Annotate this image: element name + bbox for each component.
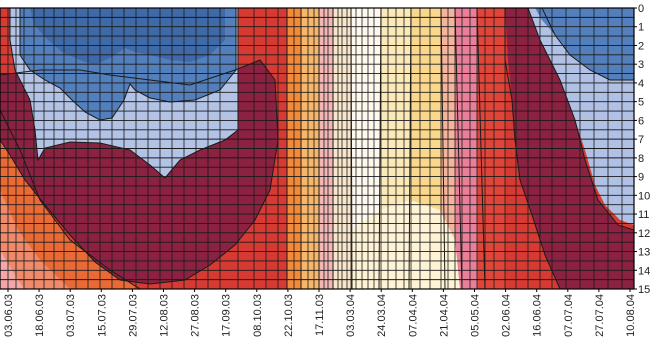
x-tick-label: 27.08.03 (190, 294, 202, 337)
contour-line-5 (286, 8, 561, 289)
y-tick-label: 8 (638, 153, 644, 165)
contour-line-7 (541, 8, 634, 81)
x-tick-label: 10.08.04 (625, 294, 637, 337)
y-tick-label: 2 (638, 40, 644, 52)
y-tick-label: 7 (638, 134, 644, 146)
contour-line-3 (0, 59, 279, 285)
x-tick-label: 03.03.04 (345, 294, 357, 337)
contour-right-darkblue (535, 8, 634, 80)
y-tick-label: 4 (638, 78, 644, 90)
x-tick-label: 17.09.03 (221, 294, 233, 337)
x-tick-label: 03.06.03 (3, 294, 15, 337)
contour-line-6 (527, 8, 634, 231)
y-tick-label: 14 (638, 265, 650, 277)
x-tick-label: 02.06.04 (501, 294, 513, 337)
y-tick-label: 9 (638, 172, 644, 184)
contour-line-1 (19, 8, 237, 121)
plot-frame (0, 7, 635, 290)
x-tick-label: 08.10.03 (252, 294, 264, 337)
x-tick-label: 18.06.03 (34, 294, 46, 337)
x-tick-label: 07.04.04 (407, 294, 419, 337)
x-axis: 03.06.03 18.06.03 03.07.03 15.07.03 29.07.03… (3, 289, 637, 337)
y-tick-label: 6 (638, 115, 644, 127)
y-tick-label: 0 (638, 3, 644, 15)
x-tick-label: 17.11.03 (314, 294, 326, 336)
x-tick-label: 27.07.04 (594, 294, 606, 337)
x-tick-label: 12.08.03 (159, 294, 171, 337)
y-tick-label: 12 (638, 228, 650, 240)
contour-line-4 (0, 109, 141, 289)
contour-left-pink (0, 190, 70, 289)
y-tick-label: 1 (638, 22, 644, 34)
x-tick-label: 05.05.04 (470, 294, 482, 337)
x-tick-label: 22.10.03 (283, 294, 295, 337)
y-tick-label: 15 (638, 284, 650, 296)
contour-lines (0, 8, 634, 289)
y-tick-label: 11 (638, 209, 649, 221)
y-tick-label: 10 (638, 190, 650, 202)
y-tick-label: 3 (638, 59, 644, 71)
contour-line-2 (9, 8, 239, 179)
contour-lower-cream (351, 200, 460, 289)
contour-left-orange (0, 110, 140, 289)
y-tick-label: 5 (638, 97, 644, 109)
x-tick-label: 29.07.03 (127, 294, 139, 337)
x-tick-label: 21.04.04 (438, 294, 450, 337)
x-tick-label: 24.03.04 (376, 294, 388, 337)
x-tick-label: 16.06.04 (532, 294, 544, 337)
grid (0, 8, 634, 289)
x-tick-label: 03.07.03 (65, 294, 77, 337)
x-tick-label: 07.07.04 (563, 294, 575, 337)
y-tick-label: 13 (638, 247, 650, 259)
x-tick-label: 15.07.03 (96, 294, 108, 337)
